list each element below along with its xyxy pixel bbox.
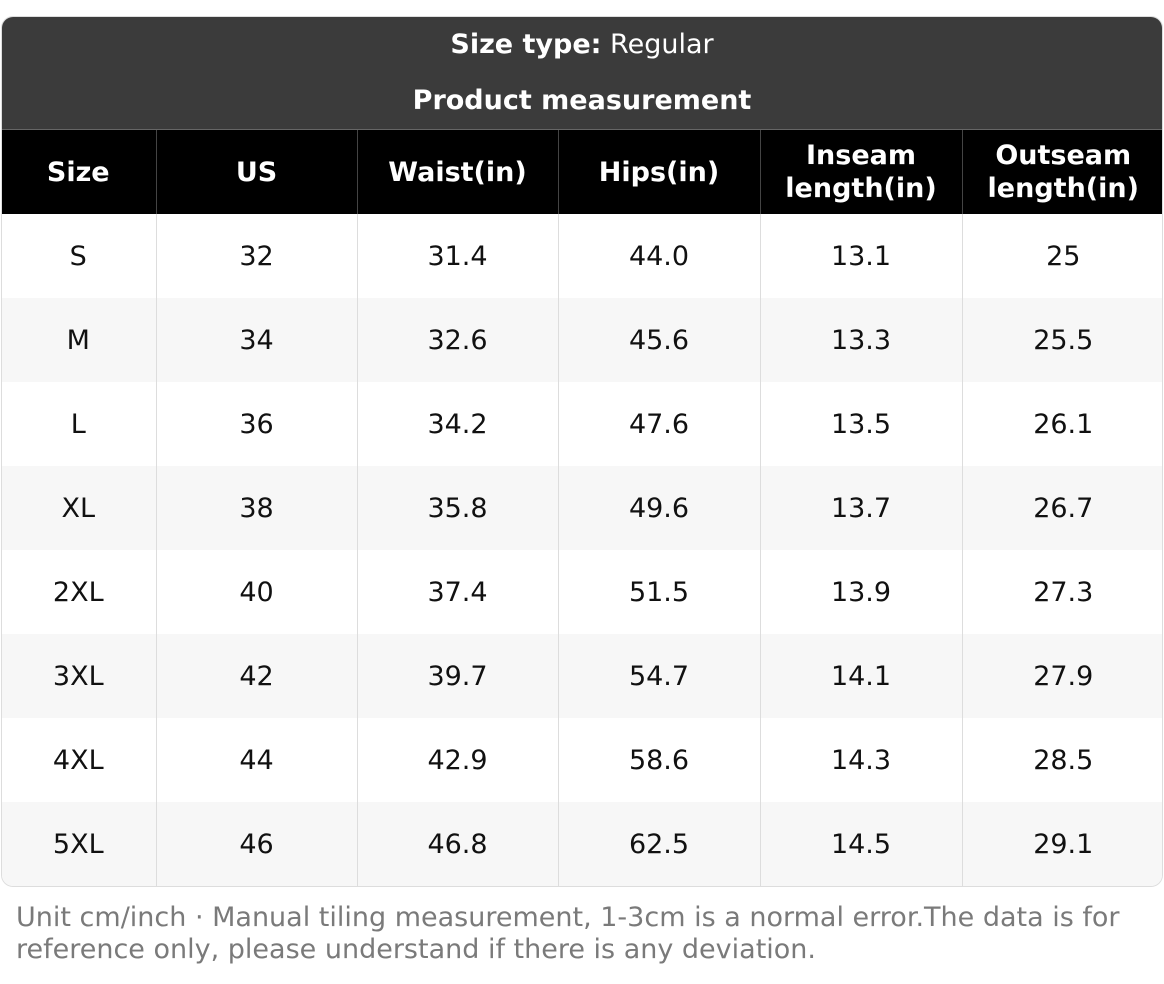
cell-waist: 35.8 xyxy=(356,466,558,550)
cell-outseam: 29.1 xyxy=(961,802,1162,886)
cell-waist: 31.4 xyxy=(356,214,558,298)
column-header-us: US xyxy=(155,130,357,214)
table-row: 4XL 44 42.9 58.6 14.3 28.5 xyxy=(2,718,1162,802)
size-type-line: Size type: Regular xyxy=(2,17,1162,69)
cell-inseam: 13.9 xyxy=(759,550,962,634)
cell-waist: 39.7 xyxy=(356,634,558,718)
size-chart-header: Size type: Regular Product measurement xyxy=(2,17,1162,130)
cell-size: M xyxy=(2,298,156,382)
cell-us: 36 xyxy=(155,382,357,466)
cell-inseam: 13.1 xyxy=(759,214,962,298)
cell-size: XL xyxy=(2,466,156,550)
cell-hips: 45.6 xyxy=(557,298,760,382)
cell-waist: 46.8 xyxy=(356,802,558,886)
cell-size: 5XL xyxy=(2,802,156,886)
cell-inseam: 13.5 xyxy=(759,382,962,466)
cell-inseam: 14.3 xyxy=(759,718,962,802)
cell-us: 46 xyxy=(155,802,357,886)
table-row: 5XL 46 46.8 62.5 14.5 29.1 xyxy=(2,802,1162,886)
cell-size: 4XL xyxy=(2,718,156,802)
cell-size: S xyxy=(2,214,156,298)
cell-outseam: 26.7 xyxy=(961,466,1162,550)
cell-size: 3XL xyxy=(2,634,156,718)
cell-hips: 54.7 xyxy=(557,634,760,718)
cell-us: 44 xyxy=(155,718,357,802)
cell-outseam: 27.9 xyxy=(961,634,1162,718)
table-row: 2XL 40 37.4 51.5 13.9 27.3 xyxy=(2,550,1162,634)
measurement-disclaimer: Unit cm/inch · Manual tiling measurement… xyxy=(16,902,1120,965)
table-row: M 34 32.6 45.6 13.3 25.5 xyxy=(2,298,1162,382)
cell-outseam: 25 xyxy=(961,214,1162,298)
cell-inseam: 14.5 xyxy=(759,802,962,886)
table-row: L 36 34.2 47.6 13.5 26.1 xyxy=(2,382,1162,466)
cell-waist: 42.9 xyxy=(356,718,558,802)
cell-size: 2XL xyxy=(2,550,156,634)
cell-us: 42 xyxy=(155,634,357,718)
table-row: XL 38 35.8 49.6 13.7 26.7 xyxy=(2,466,1162,550)
size-table: Size US Waist(in) Hips(in) Inseam length… xyxy=(2,130,1162,886)
cell-waist: 34.2 xyxy=(356,382,558,466)
size-type-label: Size type: xyxy=(450,29,602,60)
column-header-outseam: Outseam length(in) xyxy=(961,130,1162,214)
cell-inseam: 13.7 xyxy=(759,466,962,550)
cell-hips: 49.6 xyxy=(557,466,760,550)
cell-outseam: 27.3 xyxy=(961,550,1162,634)
column-header-size: Size xyxy=(2,130,156,214)
cell-outseam: 26.1 xyxy=(961,382,1162,466)
cell-us: 34 xyxy=(155,298,357,382)
table-row: 3XL 42 39.7 54.7 14.1 27.9 xyxy=(2,634,1162,718)
size-type-value: Regular xyxy=(610,29,714,60)
cell-hips: 44.0 xyxy=(557,214,760,298)
product-measurement-title: Product measurement xyxy=(412,85,752,116)
cell-waist: 32.6 xyxy=(356,298,558,382)
column-header-inseam: Inseam length(in) xyxy=(759,130,962,214)
table-header-row: Size US Waist(in) Hips(in) Inseam length… xyxy=(2,130,1162,214)
cell-inseam: 13.3 xyxy=(759,298,962,382)
cell-us: 32 xyxy=(155,214,357,298)
size-chart-card: Size type: Regular Product measurement S… xyxy=(1,16,1163,887)
cell-hips: 51.5 xyxy=(557,550,760,634)
cell-waist: 37.4 xyxy=(356,550,558,634)
cell-hips: 62.5 xyxy=(557,802,760,886)
cell-inseam: 14.1 xyxy=(759,634,962,718)
cell-outseam: 28.5 xyxy=(961,718,1162,802)
cell-hips: 58.6 xyxy=(557,718,760,802)
table-row: S 32 31.4 44.0 13.1 25 xyxy=(2,214,1162,298)
column-header-hips: Hips(in) xyxy=(557,130,760,214)
cell-outseam: 25.5 xyxy=(961,298,1162,382)
cell-us: 38 xyxy=(155,466,357,550)
cell-size: L xyxy=(2,382,156,466)
column-header-waist: Waist(in) xyxy=(356,130,558,214)
cell-us: 40 xyxy=(155,550,357,634)
cell-hips: 47.6 xyxy=(557,382,760,466)
